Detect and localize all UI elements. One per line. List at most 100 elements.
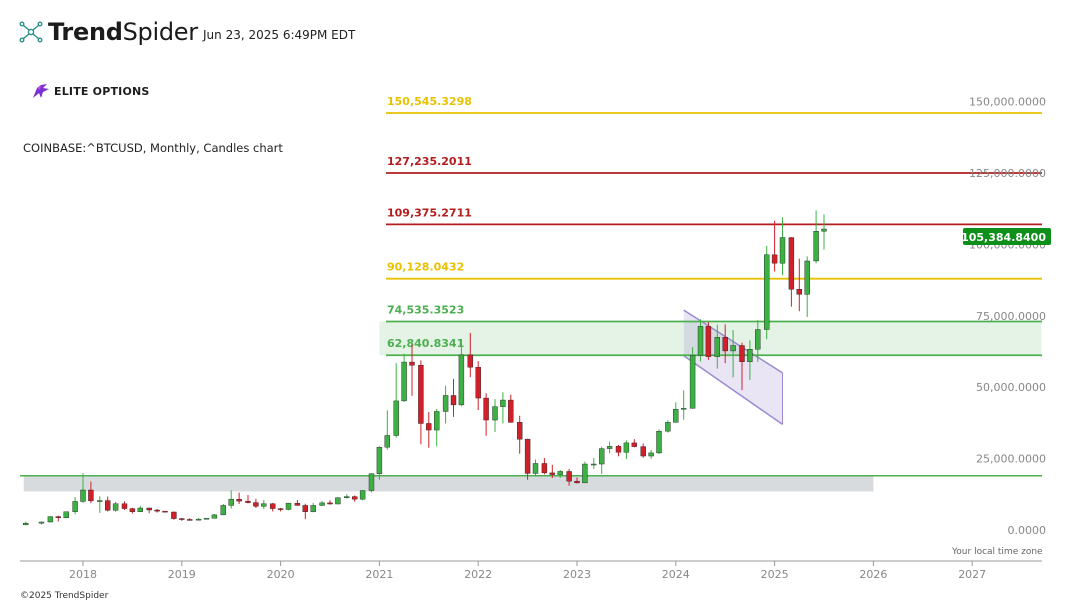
candle [450,378,457,417]
candle-body [228,498,234,506]
candle [541,458,548,475]
candle-body [640,446,646,457]
candle-body [409,361,415,366]
candle [458,338,465,407]
candle [500,392,506,424]
copyright: ©2025 TrendSpider [20,591,109,601]
candle-body [532,463,539,474]
x-tick-label: 2025 [761,568,789,581]
candle-body [80,489,86,502]
candle [606,441,613,454]
candle [714,324,720,369]
candle-body [549,472,555,475]
candle [22,521,29,526]
candle [310,502,316,513]
chart-timestamp: Jun 23, 2025 6:49PM EDT [203,28,356,42]
candle [137,505,144,513]
gray-support-zone [23,475,874,492]
candle [483,393,489,436]
timezone-note[interactable]: Your local time zone [952,547,1043,557]
candle-body [97,500,103,502]
candle [352,495,358,502]
candle-body [187,519,193,521]
candle-body [245,500,251,503]
candle-body [665,422,671,432]
candle-body [730,345,736,352]
candle [104,496,111,512]
candle-body [236,498,242,502]
candle [277,508,284,512]
candle-body [763,254,770,330]
candle [294,500,301,506]
candle-body [574,480,580,484]
candle-body [55,516,61,518]
candle-body [171,511,177,519]
candle-body [591,463,597,466]
candle [475,361,481,411]
candle-body [285,502,292,510]
candle [72,497,78,515]
candle [195,518,202,521]
candle [327,500,333,505]
candle [228,490,234,509]
candle-body [277,508,284,510]
candle-body [467,354,473,368]
x-tick-label: 2021 [365,568,393,581]
x-tick-label: 2020 [267,568,295,581]
candle [162,510,168,513]
candle [368,473,375,493]
candle-body [154,509,160,512]
candle-body [63,511,69,518]
level-label-2: 109,375.2711 [387,206,472,219]
candle [557,470,563,479]
candle [335,497,341,505]
candle [236,492,242,505]
candle-body [615,446,622,453]
candle [146,507,152,514]
candle [129,507,136,514]
candle [467,332,473,378]
candle [38,521,45,525]
candle-body [813,231,819,262]
y-tick-label: 150,000.0000 [969,96,1046,109]
candle [359,490,366,501]
x-tick-label: 2026 [859,568,887,581]
x-tick-label: 2027 [958,568,986,581]
candle [426,412,432,448]
candle [656,429,662,455]
candle [285,502,292,511]
candle-body [220,505,226,516]
candle-body [344,496,350,498]
candle [434,408,440,447]
candle-body [72,501,78,512]
candle [121,501,128,511]
y-tick-label: 75,000.0000 [976,310,1046,323]
candle [821,214,827,250]
candle [409,344,415,396]
candle [516,415,523,454]
last-price-badge-bg [963,228,1051,246]
level-label-1: 127,235.2011 [387,155,472,168]
candle-body [771,254,778,264]
candle-body [384,435,391,448]
candle-body [681,408,687,410]
candle [681,390,687,420]
candle-body [689,355,696,409]
candle [615,444,622,457]
last-price-value: 105,384.8400 [961,231,1046,244]
candle-body [269,503,276,509]
candle-body [327,502,333,505]
candle [492,399,498,433]
candle [582,461,588,484]
candle [747,340,753,381]
candle-body [426,423,432,431]
candle [97,496,103,513]
x-tick-label: 2018 [69,568,97,581]
candle [401,353,407,402]
candle-body [705,326,712,357]
candle [384,410,391,450]
candle-body [129,508,136,512]
last-price-badge[interactable]: 105,384.8400 [961,228,1051,246]
candle [418,360,424,445]
